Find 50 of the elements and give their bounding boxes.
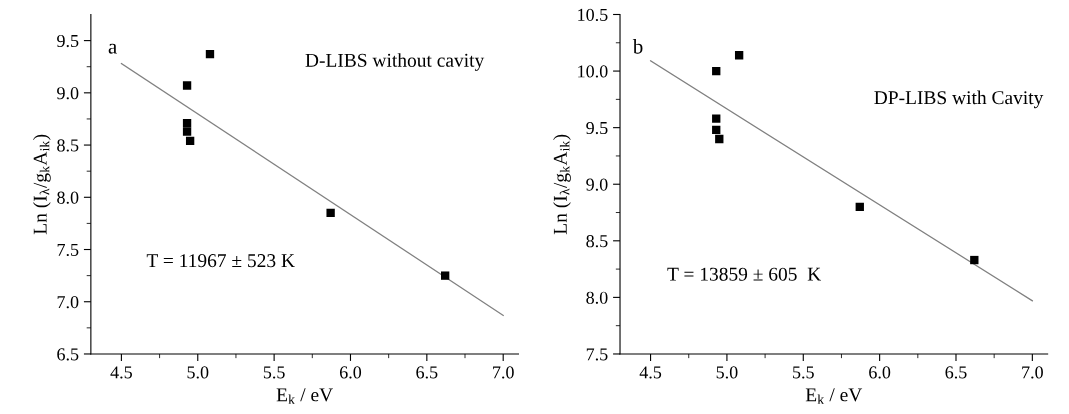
y-tick-label: 6.5 xyxy=(57,348,79,361)
x-tick-label: 7.0 xyxy=(1022,366,1043,379)
x-tick-label: 4.5 xyxy=(639,366,662,379)
y-tick-label: 10.5 xyxy=(578,8,608,22)
y-tick-label: 7.5 xyxy=(57,243,79,257)
annotation: T = 11967 ± 523 K xyxy=(146,254,295,268)
y-axis-title: Ln (I$_{λ}$/g$_{k}$A$_{ik}$) xyxy=(553,134,571,235)
x-tick-label: 5.0 xyxy=(716,366,738,379)
y-tick-label: 10.0 xyxy=(578,65,608,78)
y-tick-label: 9.5 xyxy=(586,121,608,135)
point xyxy=(182,118,192,128)
y-tick-label: 8.0 xyxy=(57,191,79,204)
y-axis-title: Ln (I$_{λ}$/g$_{k}$A$_{ik}$) xyxy=(33,134,51,235)
annotation: a xyxy=(108,43,117,54)
annotation: T = 13859 ± 605 K xyxy=(667,267,822,281)
point xyxy=(182,81,192,90)
point xyxy=(855,202,864,212)
x-tick-label: 5.0 xyxy=(187,366,209,379)
y-tick-label: 7.5 xyxy=(586,348,608,361)
point xyxy=(205,50,215,59)
x-tick-label: 7.0 xyxy=(493,366,514,379)
point xyxy=(712,66,721,76)
point xyxy=(712,125,721,135)
annotation: b xyxy=(632,38,643,54)
x-tick-label: 6.0 xyxy=(339,366,362,379)
point xyxy=(441,271,450,280)
y-tick-label: 9.0 xyxy=(57,87,79,100)
point xyxy=(326,208,335,218)
x-tick-label: 6.5 xyxy=(945,366,967,379)
x-tick-label: 5.5 xyxy=(263,366,285,379)
y-tick-label: 7.0 xyxy=(57,296,79,309)
x-tick-label: 5.5 xyxy=(793,366,814,379)
point xyxy=(715,134,724,144)
y-tick-label: 9.0 xyxy=(586,178,608,191)
annotation: D-LIBS without cavity xyxy=(305,53,485,71)
x-tick-label: 4.5 xyxy=(110,366,132,379)
point xyxy=(712,114,721,123)
x-tick-label: 6.0 xyxy=(869,366,891,379)
annotation: DP-LIBS with Cavity xyxy=(874,90,1044,109)
y-tick-label: 8.5 xyxy=(586,235,608,248)
point xyxy=(182,127,192,136)
x-axis-title: E$_{k}$ / eV xyxy=(276,388,333,404)
y-tick-label: 8.5 xyxy=(57,139,79,152)
point xyxy=(185,136,195,146)
x-axis-title: E$_{k}$ / eV xyxy=(805,388,863,404)
y-tick-label: 8.0 xyxy=(586,291,608,304)
x-tick-label: 6.5 xyxy=(416,366,438,379)
point xyxy=(734,51,744,60)
y-tick-label: 9.5 xyxy=(57,34,79,48)
point xyxy=(970,255,979,265)
